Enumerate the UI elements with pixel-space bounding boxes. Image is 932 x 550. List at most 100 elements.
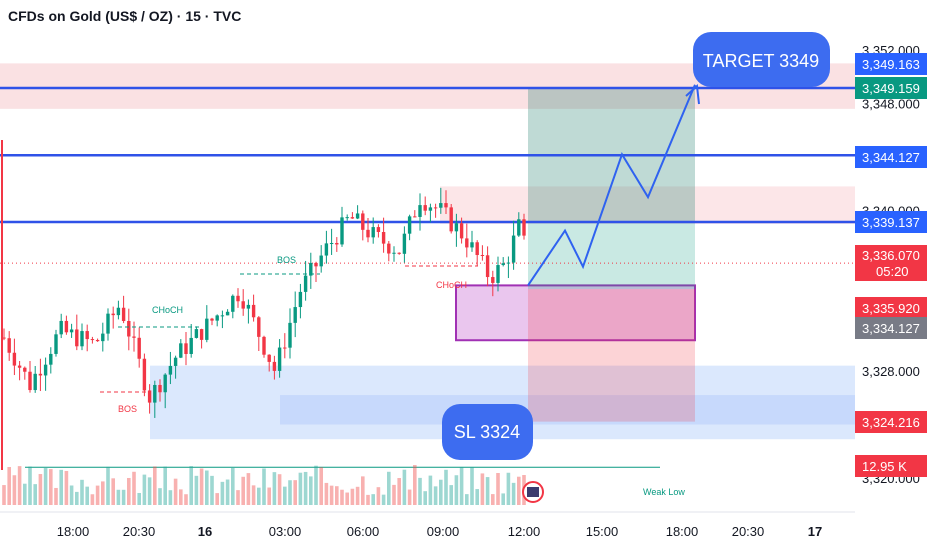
candle-body bbox=[480, 255, 485, 257]
volume-bar bbox=[205, 470, 209, 505]
volume-bar bbox=[267, 487, 271, 505]
candle-body bbox=[194, 329, 199, 338]
volume-bar bbox=[407, 489, 412, 505]
volume-bar bbox=[449, 485, 453, 505]
volume-bar bbox=[366, 494, 370, 505]
volume-bar bbox=[272, 472, 277, 505]
stop-callout-label: SL 3324 bbox=[454, 422, 520, 442]
volume-bar bbox=[64, 470, 69, 505]
structure-label: BOS bbox=[277, 255, 296, 265]
candle-body bbox=[459, 223, 464, 239]
structure-label: Weak Low bbox=[643, 487, 685, 497]
time-tick-label: 18:00 bbox=[666, 524, 699, 539]
candle-body bbox=[69, 329, 74, 333]
volume-bar bbox=[17, 466, 22, 505]
candle-body bbox=[23, 367, 27, 372]
demand-box bbox=[455, 284, 696, 342]
volume-bar bbox=[418, 477, 422, 505]
volume-bar bbox=[246, 473, 251, 505]
candle-body bbox=[444, 203, 448, 208]
volume-bar bbox=[137, 492, 141, 505]
volume-bar bbox=[184, 494, 188, 505]
volume-bar bbox=[106, 466, 110, 505]
price-tag bbox=[855, 53, 927, 75]
volume-bar bbox=[465, 494, 469, 505]
price-tag-label: 3,336.070 bbox=[862, 248, 920, 263]
volume-bar bbox=[298, 472, 303, 505]
volume-bar bbox=[475, 489, 479, 505]
candle-body bbox=[324, 243, 329, 256]
candle-body bbox=[288, 322, 292, 348]
candle-body bbox=[2, 337, 6, 339]
time-tick-label: 06:00 bbox=[347, 524, 380, 539]
price-tag-label: 3,339.137 bbox=[862, 215, 920, 230]
volume-bar bbox=[116, 489, 121, 505]
candle-body bbox=[210, 318, 214, 321]
candle-body bbox=[189, 337, 193, 354]
volume-bar bbox=[210, 475, 214, 505]
volume-bar bbox=[2, 485, 6, 505]
volume-bar bbox=[28, 466, 32, 505]
volume-bar bbox=[43, 468, 48, 505]
candle-body bbox=[267, 354, 271, 362]
time-tick-label: 12:00 bbox=[508, 524, 541, 539]
candle-body bbox=[225, 311, 230, 316]
candle-body bbox=[38, 373, 43, 376]
volume-bar bbox=[376, 487, 381, 505]
volume-bar bbox=[480, 473, 485, 505]
volume-bar bbox=[491, 494, 495, 505]
candle-body bbox=[506, 262, 511, 264]
position-loss-area[interactable] bbox=[528, 289, 695, 422]
volume-bar bbox=[309, 476, 313, 505]
candle-body bbox=[246, 304, 251, 309]
price-tag bbox=[855, 146, 927, 168]
position-profit-area[interactable] bbox=[528, 87, 695, 290]
volume-bar bbox=[439, 479, 443, 505]
candle-body bbox=[298, 291, 303, 308]
volume-bar bbox=[54, 487, 58, 505]
candle-body bbox=[59, 320, 63, 335]
candle-body bbox=[236, 295, 240, 302]
volume-bar bbox=[127, 477, 131, 505]
candle-body bbox=[111, 313, 115, 316]
volume-bar bbox=[236, 490, 240, 505]
volume-bar bbox=[350, 488, 355, 505]
volume-bar bbox=[251, 485, 256, 505]
volume-bar bbox=[517, 476, 521, 505]
candle-body bbox=[262, 336, 266, 355]
candle-body bbox=[127, 320, 131, 337]
volume-bar bbox=[80, 479, 84, 505]
candle-body bbox=[85, 331, 89, 340]
volume-bar bbox=[33, 484, 37, 505]
candle-body bbox=[251, 304, 256, 318]
price-tag bbox=[855, 211, 927, 233]
candle-body bbox=[428, 207, 433, 211]
candle-body bbox=[371, 227, 375, 238]
price-tag-label: 3,349.159 bbox=[862, 81, 920, 96]
price-tag bbox=[855, 317, 927, 339]
stop-callout[interactable] bbox=[442, 404, 533, 460]
structure-label: BOS bbox=[118, 404, 137, 414]
target-callout[interactable] bbox=[693, 32, 830, 87]
candle-body bbox=[43, 364, 48, 376]
candle-body bbox=[475, 242, 479, 256]
volume-bar bbox=[121, 489, 126, 505]
candle-body bbox=[75, 329, 79, 347]
volume-bar bbox=[90, 494, 95, 505]
price-tag-label: 3,344.127 bbox=[862, 150, 920, 165]
time-tick-label: 03:00 bbox=[269, 524, 302, 539]
candle-body bbox=[142, 358, 147, 391]
price-tag-label: 3,335.920 bbox=[862, 301, 920, 316]
volume-bar bbox=[454, 475, 459, 505]
volume-bar bbox=[355, 486, 360, 505]
candle-body bbox=[90, 339, 95, 341]
volume-bar bbox=[335, 486, 339, 505]
time-tick-label: 15:00 bbox=[586, 524, 619, 539]
volume-bar bbox=[345, 492, 349, 505]
projected-path[interactable] bbox=[527, 84, 696, 286]
price-tag-label: 3,324.216 bbox=[862, 415, 920, 430]
volume-bar bbox=[371, 494, 375, 505]
volume-bar bbox=[59, 469, 63, 505]
candle-body bbox=[309, 262, 313, 276]
